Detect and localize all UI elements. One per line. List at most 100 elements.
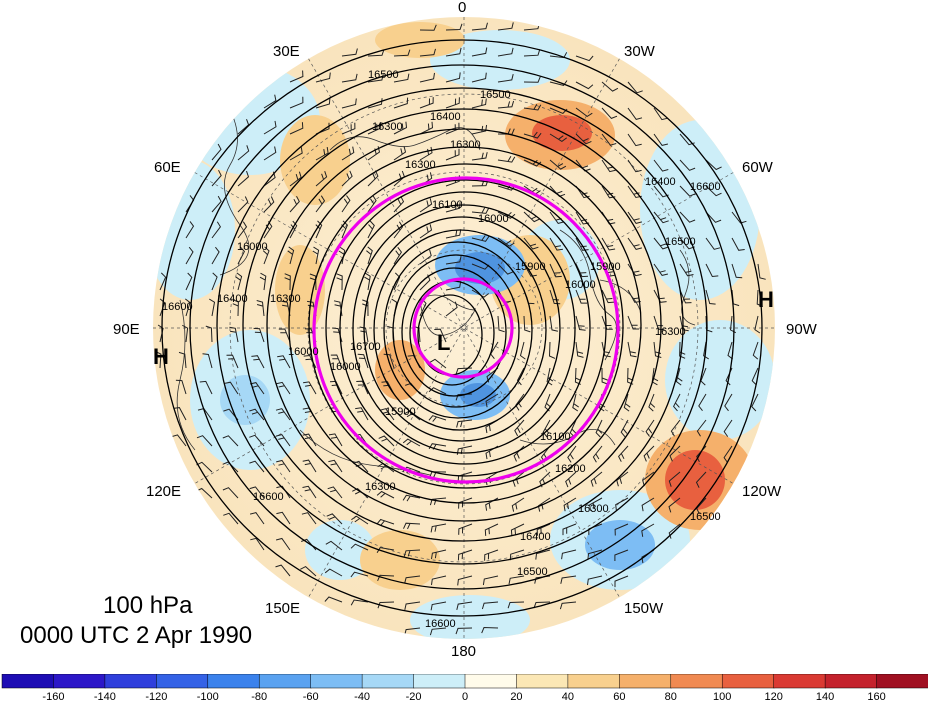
wind-barb <box>601 341 611 358</box>
wind-barb <box>565 471 577 488</box>
wind-barb <box>182 324 189 343</box>
wind-barb <box>393 196 405 213</box>
wind-barb <box>289 171 302 187</box>
wind-barb <box>315 171 328 187</box>
wind-barb <box>642 471 655 487</box>
wind-barb <box>705 289 716 305</box>
wind-barb <box>249 408 265 421</box>
anomaly-patch <box>640 120 760 300</box>
anomaly-patch <box>410 595 530 639</box>
wind-barb <box>696 497 707 515</box>
meridian <box>194 172 734 484</box>
wind-barb <box>211 143 222 161</box>
wind-barb <box>673 393 681 412</box>
wind-barb <box>315 195 326 213</box>
contour-label: 16400 <box>520 531 551 543</box>
wind-barb <box>457 575 473 586</box>
wind-barb <box>419 97 434 109</box>
wind-barb <box>535 549 551 560</box>
parallel <box>307 171 621 485</box>
contour <box>352 204 576 454</box>
wind-barb <box>324 596 343 603</box>
wind-barb <box>341 48 358 57</box>
wind-barb <box>614 549 629 561</box>
wind-barb <box>328 459 343 473</box>
wind-barb <box>315 147 329 161</box>
wind-barb <box>393 272 401 291</box>
longitude-label: 60W <box>742 159 774 176</box>
wind-barb <box>251 355 265 369</box>
wind-barb <box>338 246 346 265</box>
wind-barb <box>471 263 490 270</box>
contour-label: 16700 <box>350 341 381 353</box>
wind-barb <box>471 124 488 135</box>
wind-barb <box>428 387 447 395</box>
contour-label: 16300 <box>365 481 396 493</box>
wind-barb <box>357 353 369 369</box>
contour-label: 16600 <box>425 618 456 630</box>
colorbar-tick-label: 120 <box>764 691 782 702</box>
wind-barb <box>350 543 369 551</box>
wind-barb <box>724 393 733 412</box>
contour <box>339 191 591 465</box>
contour-labels: 16500 16500 16400 16300 16300 16300 1610… <box>162 69 721 630</box>
contour-label: 16300 <box>655 326 686 338</box>
contour-label: 16500 <box>665 236 696 248</box>
wind-barb <box>209 298 216 317</box>
wind-barb <box>249 382 265 395</box>
wind-barb <box>419 121 434 135</box>
wind-barb <box>497 22 514 31</box>
coastline <box>329 127 481 151</box>
wind-barb <box>575 263 589 278</box>
wind-barb <box>511 497 525 512</box>
longitude-label: 90E <box>113 321 140 338</box>
wind-barb <box>523 131 542 139</box>
high-pressure-marker: H <box>758 287 774 312</box>
wind-barb <box>471 22 488 31</box>
wind-barb <box>575 81 594 90</box>
wind-barb <box>222 487 239 499</box>
wind-barb <box>592 445 603 463</box>
wind-barb <box>679 185 696 197</box>
wind-barb <box>376 490 395 499</box>
wind-barb <box>341 98 357 109</box>
contour-label: 16500 <box>480 89 511 101</box>
wind-barb <box>508 575 525 585</box>
wind-barb <box>341 73 358 83</box>
wind-barb <box>627 315 640 330</box>
wind-barb <box>523 263 537 277</box>
contour-label: 16100 <box>432 199 463 211</box>
wind-barb <box>523 237 539 250</box>
wind-barb <box>523 49 541 57</box>
wind-barb <box>507 601 525 609</box>
wind-barb <box>284 273 291 291</box>
wind-barb <box>315 72 331 83</box>
wind-barb <box>211 272 218 291</box>
contour <box>392 254 520 408</box>
wind-barb <box>262 246 270 265</box>
wind-barb <box>250 537 265 551</box>
wind-barb <box>301 512 317 525</box>
wind-barb <box>514 419 525 437</box>
wind-barb <box>627 81 643 94</box>
wind-barb <box>211 246 220 265</box>
wind-barb <box>497 315 505 333</box>
wind-barb <box>560 575 577 584</box>
wind-barb <box>312 246 320 265</box>
wind-barb <box>366 246 373 265</box>
wind-barb <box>341 122 356 135</box>
wind-barb <box>696 419 707 437</box>
wind-barb <box>482 575 499 586</box>
wind-barb <box>175 379 187 395</box>
wind-barb <box>445 229 462 239</box>
wind-barb <box>723 419 733 437</box>
wind-barb <box>727 341 734 360</box>
wind-barb <box>561 549 577 560</box>
wind-barb <box>275 564 291 577</box>
wind-barb <box>471 289 490 298</box>
wind-barb <box>253 327 265 343</box>
wind-barb <box>263 196 275 213</box>
colorbar-swatch <box>104 674 158 689</box>
wind-barb <box>445 301 458 317</box>
wind-barb <box>510 523 525 537</box>
